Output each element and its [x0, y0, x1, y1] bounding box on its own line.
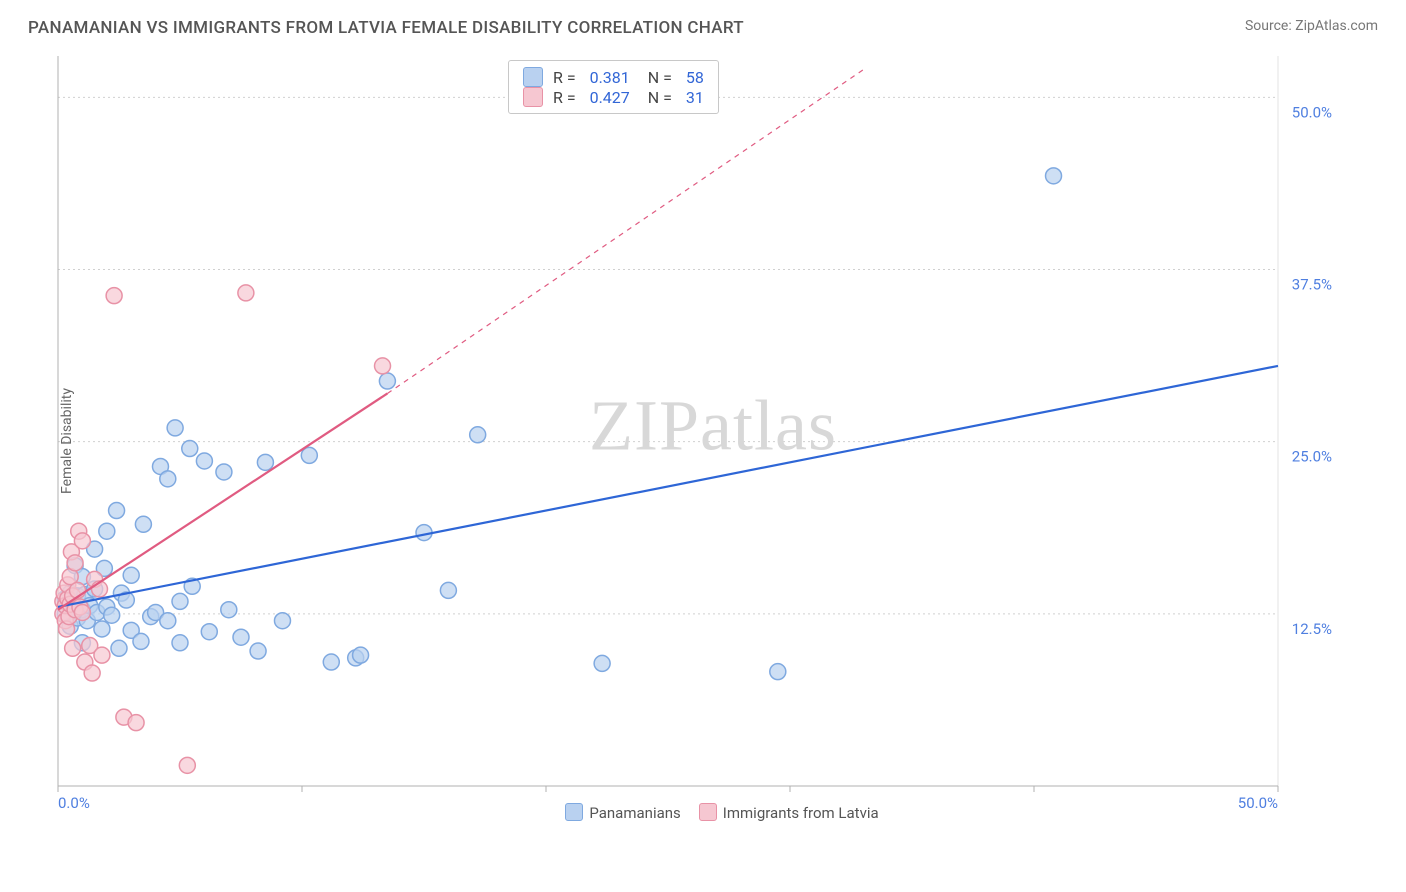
trend-line-extension — [387, 70, 863, 394]
data-point — [594, 655, 610, 671]
data-point — [216, 464, 232, 480]
svg-text:25.0%: 25.0% — [1292, 448, 1332, 466]
stat-label: N = — [640, 68, 676, 87]
data-point — [106, 288, 122, 304]
data-point — [65, 640, 81, 656]
data-point — [160, 471, 176, 487]
data-point — [123, 567, 139, 583]
data-point — [104, 607, 120, 623]
stats-legend: R = 0.381 N = 58R = 0.427 N = 31 — [508, 60, 719, 114]
data-point — [94, 647, 110, 663]
data-point — [470, 427, 486, 443]
data-point — [84, 665, 100, 681]
data-point — [233, 629, 249, 645]
data-point — [172, 593, 188, 609]
r-value: 0.381 — [590, 68, 630, 87]
scatter-plot: 12.5%25.0%37.5%50.0%0.0%50.0% — [48, 56, 1338, 816]
svg-text:12.5%: 12.5% — [1292, 620, 1332, 638]
data-point — [109, 503, 125, 519]
data-point — [160, 613, 176, 629]
data-point — [94, 621, 110, 637]
data-point — [238, 285, 254, 301]
legend-swatch — [565, 803, 583, 821]
stats-row: R = 0.381 N = 58 — [523, 67, 704, 87]
data-point — [201, 624, 217, 640]
legend-swatch — [699, 803, 717, 821]
stat-label: R = — [553, 88, 580, 107]
data-point — [323, 654, 339, 670]
data-point — [257, 454, 273, 470]
n-value: 58 — [686, 68, 704, 87]
chart-area: Female Disability 12.5% 25.0% 37.5% 50.0% 0.… — [48, 56, 1378, 826]
data-point — [182, 441, 198, 457]
data-point — [274, 613, 290, 629]
series-legend: Panamanians Immigrants from Latvia — [48, 803, 1378, 822]
source-credit: Source: ZipAtlas.com — [1245, 18, 1378, 34]
data-point — [379, 373, 395, 389]
data-point — [196, 453, 212, 469]
svg-text:37.5%: 37.5% — [1292, 275, 1332, 293]
legend-swatch — [523, 87, 543, 107]
trend-line — [58, 366, 1278, 607]
data-point — [221, 602, 237, 618]
data-point — [99, 523, 115, 539]
data-point — [133, 633, 149, 649]
chart-title: PANAMANIAN VS IMMIGRANTS FROM LATVIA FEM… — [28, 18, 744, 38]
data-point — [375, 358, 391, 374]
legend-label: Panamanians — [589, 804, 680, 822]
y-axis-label: Female Disability — [59, 388, 75, 494]
data-point — [301, 447, 317, 463]
legend-swatch — [523, 67, 543, 87]
data-point — [74, 604, 90, 620]
data-point — [770, 664, 786, 680]
data-point — [353, 647, 369, 663]
data-point — [250, 643, 266, 659]
n-value: 31 — [686, 88, 704, 107]
stat-label: N = — [640, 88, 676, 107]
trend-line — [58, 393, 387, 609]
data-point — [67, 555, 83, 571]
data-point — [172, 635, 188, 651]
svg-text:50.0%: 50.0% — [1292, 103, 1332, 121]
data-point — [74, 533, 90, 549]
data-point — [1046, 168, 1062, 184]
r-value: 0.427 — [590, 88, 630, 107]
legend-label: Immigrants from Latvia — [723, 804, 879, 822]
data-point — [111, 640, 127, 656]
stats-row: R = 0.427 N = 31 — [523, 87, 704, 107]
data-point — [128, 715, 144, 731]
data-point — [167, 420, 183, 436]
data-point — [440, 582, 456, 598]
stat-label: R = — [553, 68, 580, 87]
data-point — [179, 757, 195, 773]
data-point — [135, 516, 151, 532]
